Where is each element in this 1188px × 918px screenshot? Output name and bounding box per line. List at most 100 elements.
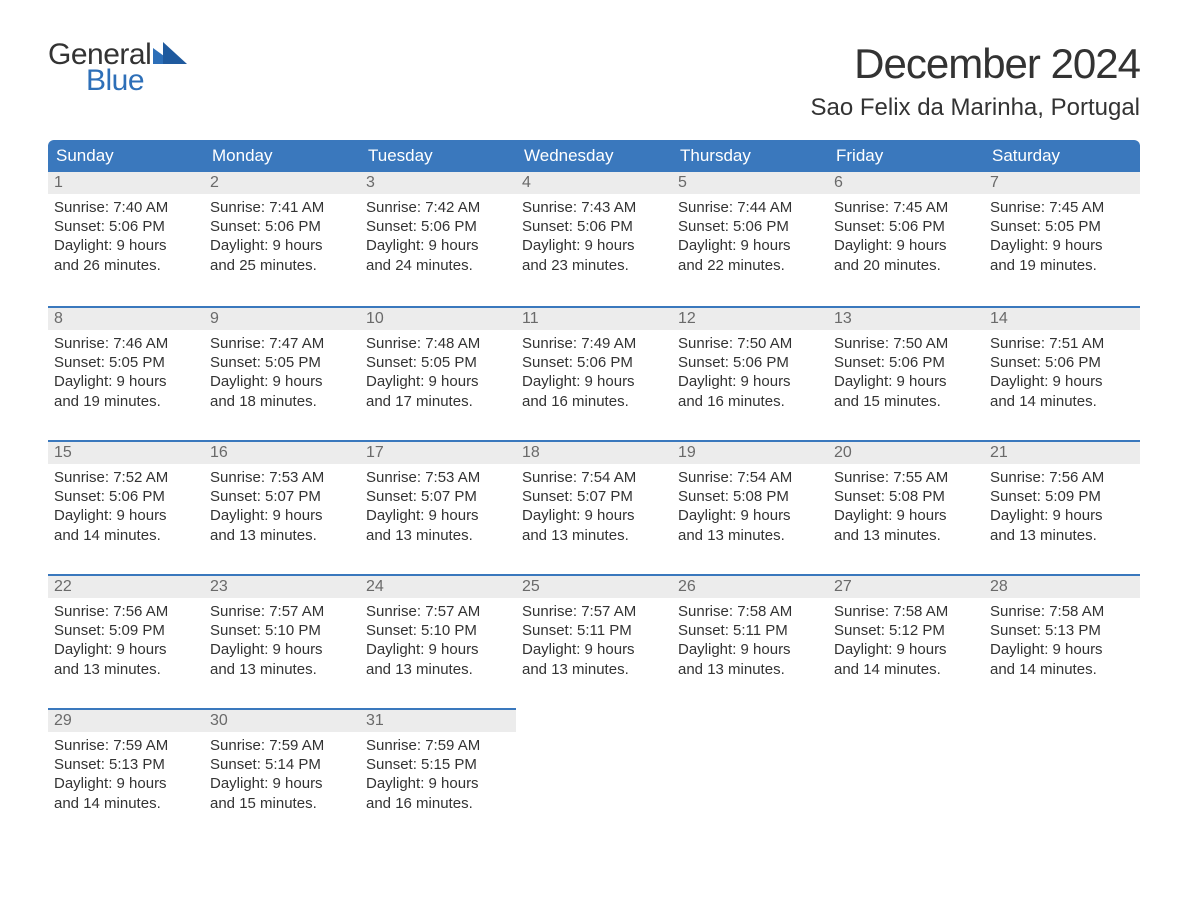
sunset-text: Sunset: 5:06 PM [522,217,666,236]
calendar-day-cell: 20Sunrise: 7:55 AMSunset: 5:08 PMDayligh… [828,440,984,574]
daylight-line-2: and 13 minutes. [522,526,666,545]
sunrise-text: Sunrise: 7:56 AM [990,468,1134,487]
daylight-line-1: Daylight: 9 hours [834,506,978,525]
daylight-line-2: and 13 minutes. [834,526,978,545]
daylight-line-1: Daylight: 9 hours [678,236,822,255]
calendar-day-cell: 29Sunrise: 7:59 AMSunset: 5:13 PMDayligh… [48,708,204,842]
calendar-week-row: 1Sunrise: 7:40 AMSunset: 5:06 PMDaylight… [48,172,1140,306]
sunset-text: Sunset: 5:06 PM [990,353,1134,372]
daylight-line-2: and 14 minutes. [990,660,1134,679]
daylight-line-1: Daylight: 9 hours [834,372,978,391]
calendar-day-cell: 24Sunrise: 7:57 AMSunset: 5:10 PMDayligh… [360,574,516,708]
daylight-line-1: Daylight: 9 hours [834,640,978,659]
sunrise-text: Sunrise: 7:57 AM [522,602,666,621]
daylight-line-2: and 16 minutes. [678,392,822,411]
sunset-text: Sunset: 5:15 PM [366,755,510,774]
day-number: 26 [672,576,828,598]
sunrise-text: Sunrise: 7:50 AM [678,334,822,353]
day-number: 5 [672,172,828,194]
day-details: Sunrise: 7:40 AMSunset: 5:06 PMDaylight:… [48,194,204,281]
day-details: Sunrise: 7:48 AMSunset: 5:05 PMDaylight:… [360,330,516,417]
sunrise-text: Sunrise: 7:58 AM [990,602,1134,621]
calendar-day-cell: 3Sunrise: 7:42 AMSunset: 5:06 PMDaylight… [360,172,516,306]
sunrise-text: Sunrise: 7:51 AM [990,334,1134,353]
daylight-line-1: Daylight: 9 hours [678,640,822,659]
daylight-line-2: and 15 minutes. [210,794,354,813]
day-details: Sunrise: 7:56 AMSunset: 5:09 PMDaylight:… [48,598,204,685]
daylight-line-2: and 13 minutes. [678,660,822,679]
sunrise-text: Sunrise: 7:43 AM [522,198,666,217]
calendar-day-cell: 26Sunrise: 7:58 AMSunset: 5:11 PMDayligh… [672,574,828,708]
sunrise-text: Sunrise: 7:59 AM [210,736,354,755]
day-number: 23 [204,576,360,598]
daylight-line-1: Daylight: 9 hours [366,640,510,659]
calendar-day-cell: 11Sunrise: 7:49 AMSunset: 5:06 PMDayligh… [516,306,672,440]
weekday-header-row: Sunday Monday Tuesday Wednesday Thursday… [48,140,1140,172]
sunset-text: Sunset: 5:10 PM [366,621,510,640]
sunset-text: Sunset: 5:05 PM [54,353,198,372]
day-number: 17 [360,442,516,464]
daylight-line-1: Daylight: 9 hours [366,506,510,525]
day-details: Sunrise: 7:54 AMSunset: 5:08 PMDaylight:… [672,464,828,551]
daylight-line-1: Daylight: 9 hours [366,236,510,255]
calendar-day-cell: 8Sunrise: 7:46 AMSunset: 5:05 PMDaylight… [48,306,204,440]
sunrise-text: Sunrise: 7:42 AM [366,198,510,217]
weekday-header: Tuesday [360,140,516,172]
day-details: Sunrise: 7:58 AMSunset: 5:12 PMDaylight:… [828,598,984,685]
sunrise-text: Sunrise: 7:52 AM [54,468,198,487]
calendar-day-cell: 10Sunrise: 7:48 AMSunset: 5:05 PMDayligh… [360,306,516,440]
day-number: 11 [516,308,672,330]
weekday-header: Wednesday [516,140,672,172]
location-label: Sao Felix da Marinha, Portugal [810,94,1140,122]
day-number: 16 [204,442,360,464]
day-number: 28 [984,576,1140,598]
day-details: Sunrise: 7:53 AMSunset: 5:07 PMDaylight:… [360,464,516,551]
day-details: Sunrise: 7:52 AMSunset: 5:06 PMDaylight:… [48,464,204,551]
sunrise-text: Sunrise: 7:48 AM [366,334,510,353]
daylight-line-2: and 16 minutes. [366,794,510,813]
calendar-day-cell [828,708,984,842]
day-details: Sunrise: 7:45 AMSunset: 5:06 PMDaylight:… [828,194,984,281]
daylight-line-2: and 14 minutes. [54,794,198,813]
sunset-text: Sunset: 5:06 PM [678,353,822,372]
day-details: Sunrise: 7:54 AMSunset: 5:07 PMDaylight:… [516,464,672,551]
daylight-line-2: and 14 minutes. [990,392,1134,411]
day-details: Sunrise: 7:57 AMSunset: 5:10 PMDaylight:… [204,598,360,685]
day-number: 8 [48,308,204,330]
calendar-day-cell: 14Sunrise: 7:51 AMSunset: 5:06 PMDayligh… [984,306,1140,440]
sunset-text: Sunset: 5:06 PM [366,217,510,236]
day-details: Sunrise: 7:43 AMSunset: 5:06 PMDaylight:… [516,194,672,281]
day-number: 21 [984,442,1140,464]
daylight-line-1: Daylight: 9 hours [210,506,354,525]
daylight-line-2: and 13 minutes. [522,660,666,679]
sunrise-text: Sunrise: 7:44 AM [678,198,822,217]
day-details: Sunrise: 7:58 AMSunset: 5:11 PMDaylight:… [672,598,828,685]
sunset-text: Sunset: 5:06 PM [834,353,978,372]
calendar-day-cell: 21Sunrise: 7:56 AMSunset: 5:09 PMDayligh… [984,440,1140,574]
weekday-header: Saturday [984,140,1140,172]
sunset-text: Sunset: 5:07 PM [210,487,354,506]
sunset-text: Sunset: 5:09 PM [54,621,198,640]
weekday-header: Friday [828,140,984,172]
day-details: Sunrise: 7:51 AMSunset: 5:06 PMDaylight:… [984,330,1140,417]
sunset-text: Sunset: 5:05 PM [210,353,354,372]
daylight-line-1: Daylight: 9 hours [54,236,198,255]
day-number: 14 [984,308,1140,330]
daylight-line-1: Daylight: 9 hours [210,640,354,659]
sunrise-text: Sunrise: 7:45 AM [834,198,978,217]
calendar-day-cell: 1Sunrise: 7:40 AMSunset: 5:06 PMDaylight… [48,172,204,306]
daylight-line-1: Daylight: 9 hours [54,506,198,525]
day-number: 22 [48,576,204,598]
calendar-day-cell [672,708,828,842]
day-details: Sunrise: 7:45 AMSunset: 5:05 PMDaylight:… [984,194,1140,281]
sunset-text: Sunset: 5:09 PM [990,487,1134,506]
weekday-header: Thursday [672,140,828,172]
daylight-line-2: and 19 minutes. [990,256,1134,275]
day-number: 12 [672,308,828,330]
daylight-line-1: Daylight: 9 hours [54,640,198,659]
daylight-line-2: and 22 minutes. [678,256,822,275]
sunrise-text: Sunrise: 7:59 AM [366,736,510,755]
day-number: 15 [48,442,204,464]
daylight-line-2: and 18 minutes. [210,392,354,411]
daylight-line-1: Daylight: 9 hours [210,372,354,391]
